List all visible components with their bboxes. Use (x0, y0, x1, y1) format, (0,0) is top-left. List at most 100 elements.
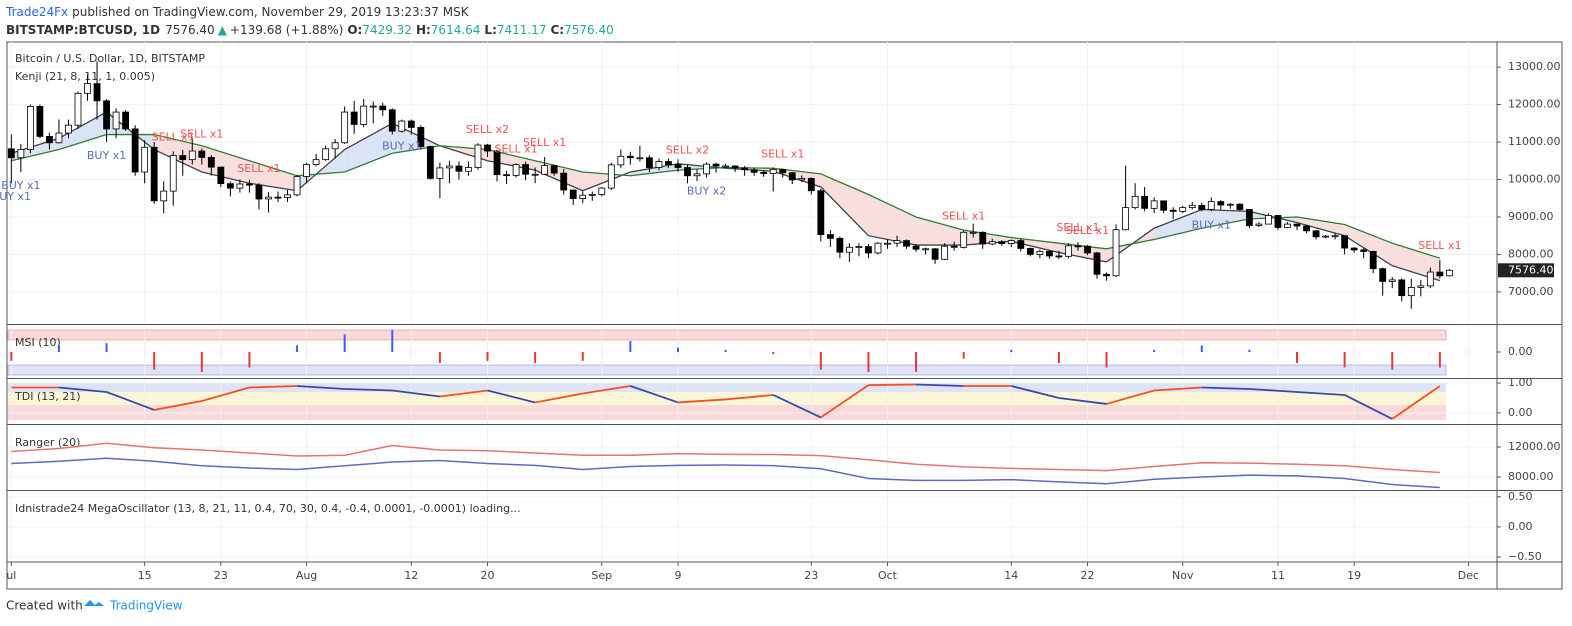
candle-body (1007, 240, 1015, 244)
candle-body (141, 146, 149, 173)
msi-bar (534, 352, 537, 364)
signal-label: SELL x1 (1066, 224, 1109, 237)
overlay-fill (1154, 209, 1202, 240)
c: 7576.40 (564, 23, 614, 37)
y-tick-label: −0.50 (1508, 550, 1542, 563)
candle-body (569, 189, 577, 200)
candle-body (407, 120, 415, 128)
candle-body (1284, 223, 1291, 228)
candle-body (1122, 207, 1129, 231)
tdi-line (106, 391, 155, 411)
candle-body (426, 146, 434, 179)
candle-body (1369, 251, 1377, 270)
overlay-fill (1297, 216, 1345, 236)
overlay-fill (201, 145, 250, 184)
candle-body (665, 161, 672, 165)
y-tick-label: 0.00 (1508, 406, 1533, 419)
tdi-line (1201, 386, 1250, 390)
x-tick-label: 19 (1347, 569, 1361, 582)
candle-body (226, 183, 234, 189)
overlay-fill (916, 216, 964, 246)
candle-body (1103, 273, 1110, 277)
candle-body (617, 155, 625, 166)
candle-body (741, 167, 749, 171)
tdi-line (630, 385, 679, 404)
y-tick-label: 12000.00 (1508, 98, 1561, 111)
tdi-line (725, 394, 774, 401)
candle-body (817, 190, 825, 235)
candle-body (884, 242, 891, 245)
overlay-fill (249, 160, 298, 191)
arrow: ▲ (218, 23, 228, 37)
candle-body (1036, 251, 1044, 255)
msi-upper-band (7, 329, 1447, 341)
candle-body (903, 240, 910, 247)
signal-label: SELL x1 (237, 162, 280, 175)
y-tick-label: 0.00 (1508, 345, 1533, 358)
tdi-line (487, 389, 536, 404)
tdi-line (820, 384, 869, 419)
msi-bar (867, 352, 870, 372)
tdi-line (1296, 391, 1345, 396)
pane-title: Idnistrade24 MegaOscillator (13, 8, 21, … (15, 502, 521, 515)
candle-body (893, 240, 901, 244)
overlay-fill (630, 163, 678, 176)
h: 7614.64 (431, 23, 481, 37)
signal-label: BUY x2 (687, 185, 726, 198)
msi-bar (581, 352, 584, 361)
msi-bar (1200, 345, 1203, 352)
footer-brand[interactable]: TradingView (109, 599, 183, 613)
candle-body (93, 83, 101, 102)
candle-body (1226, 203, 1234, 206)
candle-body (1274, 215, 1282, 228)
candle-body (712, 163, 720, 167)
last-price-label: 7576.40 (1508, 263, 1554, 276)
tdi-line (201, 386, 250, 402)
candle-body (1093, 252, 1101, 275)
msi-bar (105, 343, 108, 352)
candle-body (760, 171, 768, 174)
x-tick-label: 23 (804, 569, 818, 582)
y-tick-label: 9000.00 (1508, 210, 1554, 223)
x-tick-label: Nov (1172, 569, 1194, 582)
candle-body (836, 237, 844, 253)
msi-bar (200, 352, 203, 372)
candle-body (684, 167, 691, 177)
overlay-fill (1344, 224, 1393, 266)
symbol: BITSTAMP:BTCUSD, 1D (6, 23, 160, 37)
candle-body (1084, 245, 1091, 254)
candle-body (636, 157, 644, 160)
tdi-line (534, 392, 583, 404)
candle-body (217, 166, 225, 185)
x-tick-label: 20 (481, 569, 495, 582)
tdi-line (1154, 386, 1202, 392)
candle-body (922, 248, 929, 251)
candle-body (1245, 209, 1253, 226)
candle-body (1217, 201, 1225, 206)
pane-title: TDI (13, 21) (14, 390, 81, 403)
candle-body (522, 164, 530, 175)
candle-body (722, 165, 729, 168)
candle-body (855, 246, 863, 248)
candle-body (274, 196, 282, 199)
msi-bar (1105, 352, 1108, 368)
candle-body (1255, 223, 1263, 226)
candle-body (1188, 204, 1196, 209)
signal-label: BUY x1 (382, 140, 421, 153)
overlay-title: Kenji (21, 8, 11, 1, 0.005) (15, 70, 155, 83)
x-tick-label: 11 (1271, 569, 1285, 582)
candle-body (1436, 271, 1444, 277)
msi-bar (153, 352, 156, 370)
candle-body (198, 150, 206, 158)
candle-body (360, 105, 368, 125)
candle-body (979, 231, 987, 245)
candle-body (798, 177, 806, 181)
candle-body (188, 150, 196, 161)
candle-body (693, 173, 701, 177)
publisher: Trade24Fx (5, 5, 68, 19)
signal-label: SELL x1 (494, 142, 537, 155)
candle-body (55, 132, 63, 144)
overlay-fill (820, 173, 869, 236)
candle-body (1112, 229, 1120, 277)
candle-body (969, 231, 977, 234)
